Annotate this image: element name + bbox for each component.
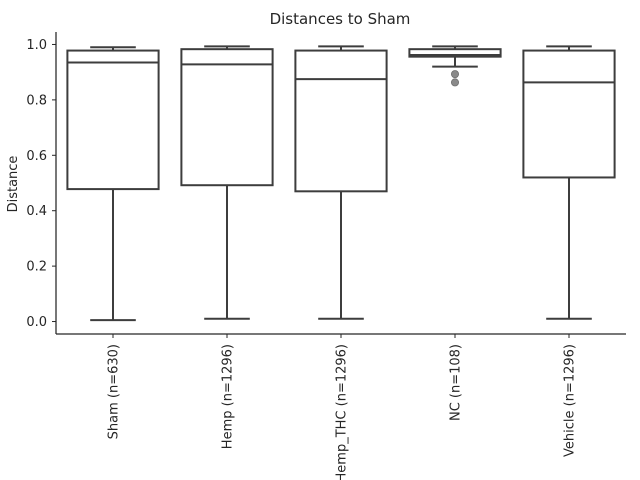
y-axis-label: Distance (6, 156, 21, 213)
y-tick-label: 1.0 (26, 38, 47, 53)
box-group (67, 47, 158, 320)
box (295, 51, 386, 192)
x-tick-label: NC (n=108) (449, 344, 464, 421)
box-group (409, 46, 500, 86)
x-tick-label: Hemp_THC (n=1296) (335, 344, 350, 480)
x-tick-label: Hemp (n=1296) (221, 344, 236, 449)
x-tick-label: Vehicle (n=1296) (563, 344, 578, 457)
y-tick-label: 0.2 (26, 260, 47, 275)
y-tick-label: 0.6 (26, 149, 47, 164)
box (523, 51, 614, 178)
y-tick-label: 0.8 (26, 93, 47, 108)
box (181, 49, 272, 185)
chart-title: Distances to Sham (270, 10, 411, 28)
y-tick-label: 0.0 (26, 315, 47, 330)
box-group (523, 46, 614, 318)
y-tick-label: 0.4 (26, 204, 47, 219)
flier-point (451, 71, 458, 78)
box-group (181, 46, 272, 318)
plot-area (67, 46, 614, 320)
flier-point (451, 79, 458, 86)
box (67, 51, 158, 190)
x-tick-label: Sham (n=630) (107, 344, 122, 439)
box-group (295, 46, 386, 318)
